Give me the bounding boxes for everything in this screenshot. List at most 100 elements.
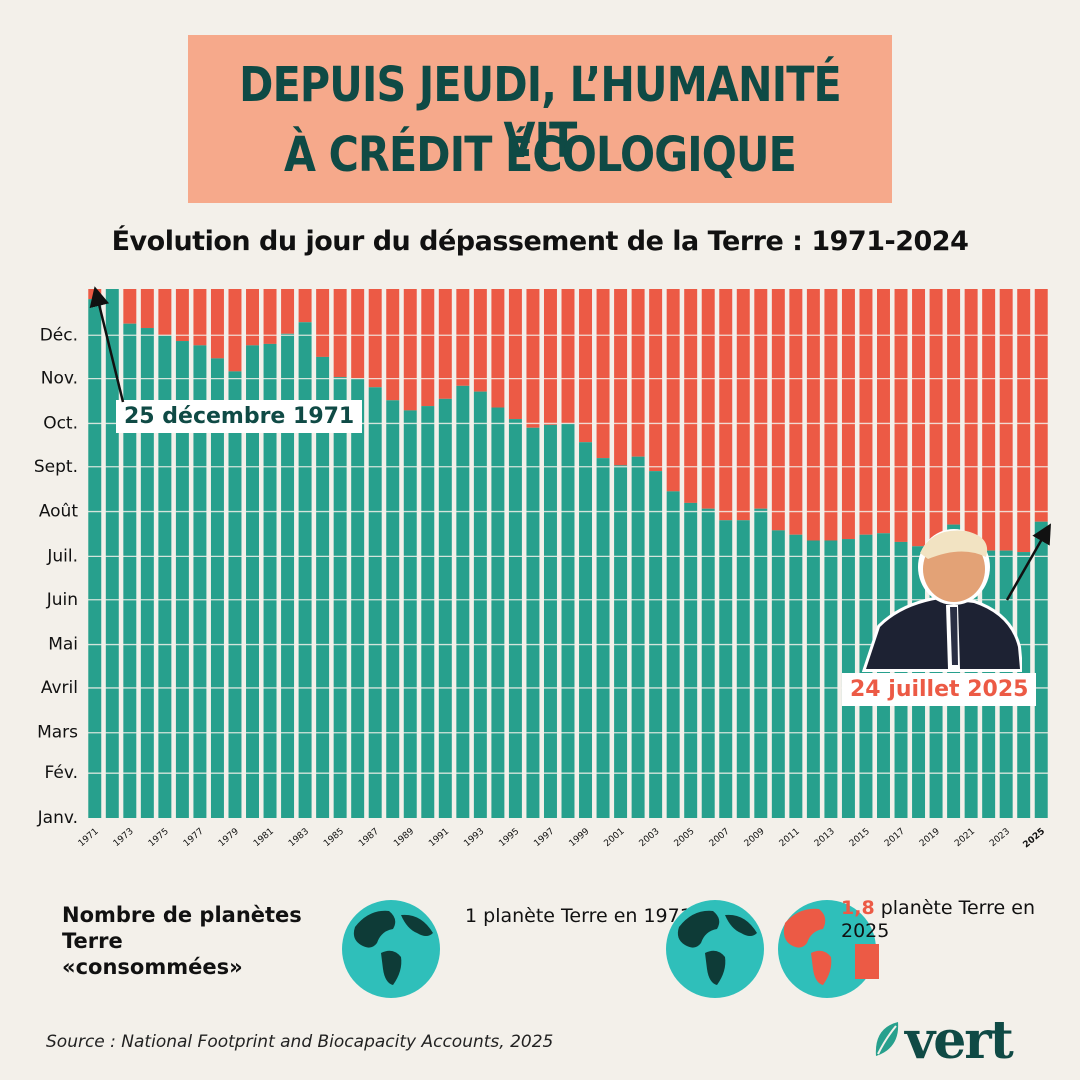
bar-remainder-1984: [316, 289, 330, 357]
bar-1986: [351, 378, 365, 818]
bar-2001: [614, 465, 628, 818]
bar-1998: [561, 423, 575, 818]
bar-remainder-1979: [228, 289, 242, 372]
x-tick-label: 1993: [462, 827, 486, 849]
x-tick-label: 1975: [147, 827, 171, 849]
bar-remainder-2010: [771, 289, 785, 531]
vert-logo: vert: [905, 1010, 1014, 1071]
source-note: Source : National Footprint and Biocapac…: [46, 1032, 554, 1052]
overshoot-day-chart: Janv. Fév. Mars Avril Mai Juin Juil. Août Sept. O…: [33, 289, 1048, 851]
x-tick-label: 1987: [357, 827, 381, 849]
x-tick-label: 2007: [708, 827, 732, 849]
bar-remainder-1980: [246, 289, 259, 346]
bar-2006: [701, 508, 715, 818]
bar-2004: [666, 491, 680, 818]
bar-1978: [210, 358, 224, 818]
bar-2010: [771, 530, 785, 818]
annotation-1971: 25 décembre 1971: [116, 400, 363, 433]
y-tick-label: Fév.: [45, 763, 78, 783]
bar-remainder-2021: [964, 289, 978, 545]
bar-remainder-2014: [841, 289, 855, 540]
bar-1979: [228, 371, 242, 818]
bar-remainder-2024: [1017, 289, 1031, 553]
y-tick-label: Mars: [37, 723, 78, 743]
bar-remainder-1991: [438, 289, 452, 399]
y-tick-label: Nov.: [41, 369, 78, 389]
bar-1985: [333, 377, 347, 818]
bar-1989: [403, 410, 417, 818]
legend-item-1971: 1 planète Terre en 1971: [465, 905, 692, 927]
x-tick-label: 1973: [112, 827, 136, 849]
x-tick-label: 1999: [567, 826, 591, 849]
x-tick-label: 2009: [743, 826, 767, 849]
globe-icon: [342, 900, 440, 998]
bar-2008: [736, 520, 750, 818]
bar-remainder-1989: [403, 289, 417, 411]
bar-remainder-1971: [88, 289, 102, 300]
bar-remainder-1988: [386, 289, 400, 401]
x-tick-label: 1997: [532, 827, 556, 849]
bar-1974: [140, 328, 154, 818]
x-tick-label: 2005: [673, 827, 697, 849]
bar-1990: [421, 406, 435, 818]
x-tick-label: 1979: [217, 826, 241, 849]
x-tick-label: 1971: [77, 827, 101, 849]
bar-1973: [123, 323, 137, 818]
x-tick-label: 1977: [182, 827, 206, 849]
x-tick-label: 2001: [603, 827, 627, 849]
bar-1999: [579, 442, 593, 818]
bar-remainder-1981: [263, 289, 277, 344]
x-tick-label: 2021: [953, 827, 977, 849]
bar-remainder-1998: [561, 289, 575, 424]
bar-1994: [491, 407, 505, 818]
bar-remainder-1992: [456, 289, 470, 386]
bar-remainder-2002: [631, 289, 645, 457]
bar-remainder-2020: [947, 289, 961, 525]
bar-remainder-1999: [579, 289, 593, 443]
bar-2013: [824, 540, 838, 818]
bar-remainder-1976: [175, 289, 189, 342]
bar-remainder-1995: [508, 289, 522, 420]
y-tick-label: Déc.: [40, 325, 78, 345]
bar-1971: [88, 299, 102, 818]
bar-remainder-2025: [1034, 289, 1048, 522]
bar-remainder-2000: [596, 289, 610, 459]
bar-2012: [806, 540, 820, 818]
bar-1972: [105, 289, 119, 818]
bar-1983: [298, 322, 312, 818]
bar-remainder-2001: [614, 289, 628, 466]
legend-title: Nombre de planètes Terre «consommées»: [62, 903, 302, 979]
y-tick-label: Mai: [48, 635, 78, 655]
bar-1993: [473, 391, 487, 818]
legend-item-2025: 1,8 planète Terre en 2025: [841, 897, 1080, 943]
x-tick-label: 2023: [988, 827, 1012, 849]
bar-remainder-1975: [158, 289, 172, 336]
bar-remainder-2012: [806, 289, 820, 541]
x-tick-label: 2013: [813, 827, 837, 849]
person-photo: [862, 529, 1022, 672]
x-tick-label: 1981: [252, 827, 276, 849]
x-tick-label: 2003: [638, 827, 662, 849]
bar-remainder-2013: [824, 289, 838, 541]
bar-remainder-1982: [281, 289, 295, 334]
bar-1980: [246, 345, 259, 818]
bar-1987: [368, 387, 382, 818]
bar-1988: [386, 400, 400, 818]
bar-2000: [596, 458, 610, 818]
bar-remainder-2019: [929, 289, 943, 545]
bar-remainder-1993: [473, 289, 487, 392]
x-tick-label: 2015: [848, 827, 872, 849]
x-tick-label: 2019: [918, 826, 942, 849]
x-tick-label: 2011: [778, 827, 802, 849]
x-tick-label: 1989: [392, 826, 416, 849]
bar-1997: [543, 424, 557, 818]
globe-icon: [666, 900, 764, 998]
legend-2025-number: 1,8: [841, 897, 875, 919]
x-tick-label: 1995: [497, 827, 521, 849]
x-tick-label: 2017: [883, 827, 907, 849]
bar-remainder-2016: [877, 289, 890, 534]
x-tick-label: 1983: [287, 827, 311, 849]
y-tick-label: Sept.: [34, 457, 78, 477]
bar-remainder-2008: [736, 289, 750, 521]
bar-remainder-2023: [999, 289, 1013, 551]
